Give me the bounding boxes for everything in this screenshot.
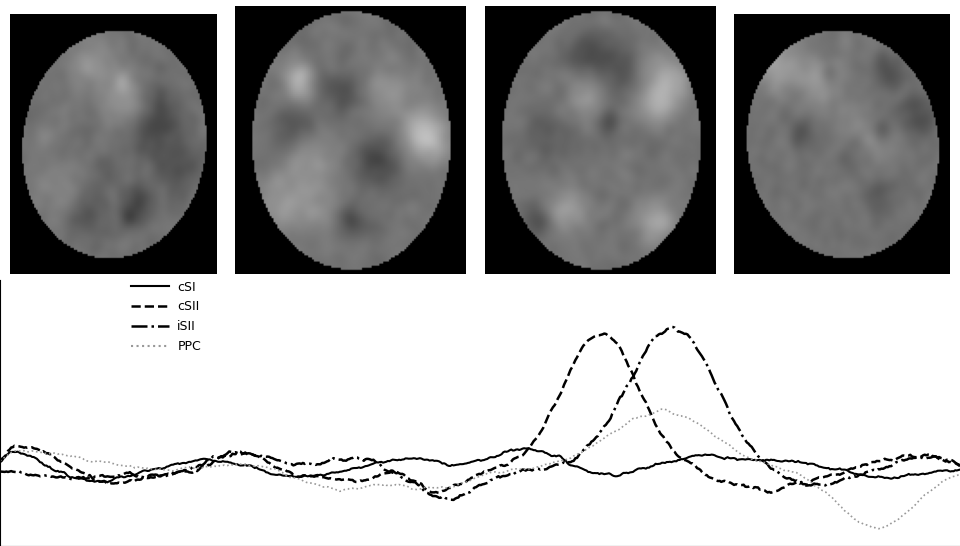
cSII (598, 330, 610, 337)
cSI (0, 457, 6, 464)
cSI (166, 461, 178, 468)
cSI (430, 458, 442, 464)
PPC (241, 462, 252, 468)
PPC (954, 471, 960, 478)
cSII (954, 462, 960, 468)
Legend: cSI, cSII, iSII, PPC: cSI, cSII, iSII, PPC (132, 281, 201, 353)
cSI (720, 455, 732, 461)
iSII (954, 463, 960, 470)
cSII (638, 396, 650, 403)
cSII (428, 489, 440, 496)
cSI (954, 466, 960, 473)
iSII (720, 400, 732, 407)
cSII (433, 490, 444, 496)
cSII (0, 459, 6, 465)
cSII (164, 471, 176, 477)
Text: cSI: cSI (182, 144, 198, 154)
PPC (428, 484, 440, 491)
cSI (523, 445, 535, 452)
PPC (636, 413, 647, 420)
iSII (428, 493, 440, 500)
Line: cSII: cSII (0, 334, 960, 493)
iSII (447, 497, 459, 503)
PPC (873, 525, 884, 532)
PPC (0, 458, 6, 464)
cSII (562, 375, 573, 381)
Text: L: L (192, 247, 199, 260)
cSI (102, 479, 113, 485)
Line: PPC: PPC (0, 409, 960, 529)
cSI (564, 461, 575, 468)
Text: PPC: PPC (864, 113, 884, 123)
cSI (638, 465, 650, 471)
Text: iSII: iSII (624, 102, 639, 112)
Line: iSII: iSII (0, 327, 960, 500)
Text: cSII: cSII (365, 102, 383, 112)
iSII (0, 468, 6, 475)
PPC (560, 456, 571, 463)
PPC (164, 467, 176, 473)
iSII (562, 459, 573, 466)
PPC (719, 439, 731, 446)
iSII (241, 450, 252, 457)
iSII (636, 353, 648, 359)
cSII (720, 478, 732, 485)
PPC (658, 406, 669, 412)
Text: R: R (14, 247, 23, 260)
cSII (241, 450, 252, 457)
cSI (243, 462, 254, 468)
iSII (665, 324, 677, 330)
Line: cSI: cSI (0, 448, 960, 482)
iSII (164, 471, 176, 478)
